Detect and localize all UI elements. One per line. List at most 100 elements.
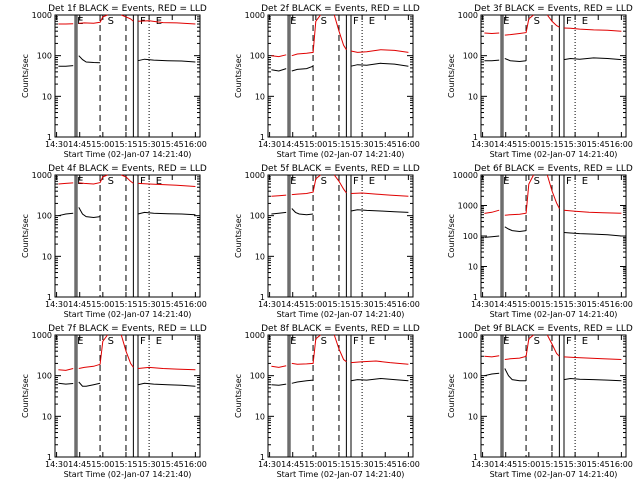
series-lld-line <box>333 14 347 50</box>
x-axis-label: Start Time (02-Jan-07 14:21:40) <box>490 310 618 319</box>
x-tick-label: 14:45 <box>68 300 91 309</box>
x-tick-label: 15:45 <box>161 300 184 309</box>
x-axis-label: Start Time (02-Jan-07 14:21:40) <box>277 310 405 319</box>
x-tick-label: 15:45 <box>374 140 397 149</box>
y-tick-label: 100 <box>250 212 265 221</box>
x-tick-label: 15:15 <box>114 460 137 469</box>
plot-frame <box>480 14 627 138</box>
y-tick-label: 100 <box>463 52 478 61</box>
marker-label: F <box>353 336 359 347</box>
y-tick-label: 100 <box>37 52 52 61</box>
y-axis-label: Counts/sec <box>21 214 30 258</box>
x-tick-label: 15:45 <box>161 140 184 149</box>
x-tick-label: 15:15 <box>327 140 350 149</box>
series-events-line <box>291 65 314 72</box>
series-lld-line <box>333 174 347 194</box>
series-events-line <box>563 377 622 382</box>
series-lld-line <box>350 192 409 197</box>
x-tick-label: 15:45 <box>374 460 397 469</box>
panel-title: Det 2f BLACK = Events, RED = LLD <box>261 4 420 14</box>
series-lld-line <box>484 32 500 35</box>
panel-title: Det 1f BLACK = Events, RED = LLD <box>48 4 207 14</box>
y-tick-label: 1000 <box>245 11 265 20</box>
marker-label: E <box>290 336 296 347</box>
x-tick-label: 16:00 <box>610 300 633 309</box>
x-tick-label: 15:30 <box>351 460 374 469</box>
y-tick-label: 1 <box>473 453 478 462</box>
panel-det-8: Det 8f BLACK = Events, RED = LLD 1 10 100 10… <box>234 324 420 479</box>
x-tick-label: 14:45 <box>281 460 304 469</box>
y-tick-label: 1 <box>260 133 265 142</box>
y-tick-label: 100 <box>37 372 52 381</box>
y-tick-label: 1000 <box>458 202 478 211</box>
series-events-line <box>484 59 500 62</box>
x-tick-label: 16:00 <box>397 460 420 469</box>
series-events-line <box>504 58 527 63</box>
marker-label: E <box>77 16 83 27</box>
y-tick-label: 1000 <box>32 11 52 20</box>
x-tick-label: 15:00 <box>304 460 327 469</box>
series-events-line <box>291 208 314 216</box>
marker-label: E <box>369 336 375 347</box>
series-lld-line <box>484 355 500 358</box>
marker-label: E <box>156 336 162 347</box>
marker-label: E <box>156 16 162 27</box>
x-tick-label: 15:00 <box>304 140 327 149</box>
series-lld-line <box>271 194 287 197</box>
panel-det-3: Det 3f BLACK = Events, RED = LLD 1 10 100 10… <box>447 4 633 159</box>
marker-label: S <box>534 16 540 27</box>
series-events-line <box>137 211 196 216</box>
x-tick-label: 16:00 <box>184 140 207 149</box>
marker-label: E <box>503 176 509 187</box>
x-tick-label: 14:30 <box>45 300 68 309</box>
series-lld-line <box>58 182 74 185</box>
x-tick-label: 15:00 <box>91 460 114 469</box>
x-tick-label: 15:30 <box>138 300 161 309</box>
marker-label: F <box>353 176 359 187</box>
marker-label: E <box>156 176 162 187</box>
series-events-line <box>271 211 287 215</box>
series-events-line <box>137 382 196 387</box>
x-tick-label: 15:30 <box>351 140 374 149</box>
series-events-line <box>291 379 314 384</box>
x-tick-label: 14:45 <box>68 140 91 149</box>
series-lld-line <box>333 334 347 363</box>
panel-det-6: Det 6f BLACK = Events, RED = LLD 1 10 100 10… <box>447 164 633 319</box>
x-tick-label: 14:45 <box>281 140 304 149</box>
x-tick-label: 14:45 <box>281 300 304 309</box>
series-events-line <box>137 58 196 63</box>
series-events-line <box>504 368 527 382</box>
marker-label: E <box>369 176 375 187</box>
panel-title: Det 5f BLACK = Events, RED = LLD <box>261 164 420 174</box>
marker-label: F <box>566 16 572 27</box>
y-tick-label: 10 <box>255 92 265 101</box>
series-events-line <box>504 226 527 233</box>
marker-label: E <box>290 16 296 27</box>
panel-title: Det 9f BLACK = Events, RED = LLD <box>474 324 633 334</box>
series-events-line <box>563 57 622 61</box>
x-tick-label: 14:30 <box>471 140 494 149</box>
x-tick-label: 15:30 <box>138 460 161 469</box>
x-tick-label: 16:00 <box>184 300 207 309</box>
x-tick-label: 15:15 <box>114 300 137 309</box>
y-tick-label: 1 <box>47 293 52 302</box>
marker-label: E <box>582 176 588 187</box>
y-tick-label: 10 <box>255 412 265 421</box>
series-events-line <box>484 372 500 377</box>
marker-label: E <box>290 176 296 187</box>
x-tick-label: 15:45 <box>587 140 610 149</box>
series-lld-line <box>78 14 108 24</box>
x-tick-label: 16:00 <box>397 300 420 309</box>
series-lld-line <box>504 334 534 360</box>
x-axis-label: Start Time (02-Jan-07 14:21:40) <box>277 150 405 159</box>
x-tick-label: 15:00 <box>517 140 540 149</box>
plot-frame <box>480 334 627 458</box>
y-tick-label: 1 <box>47 453 52 462</box>
marker-label: S <box>321 176 327 187</box>
panel-title: Det 7f BLACK = Events, RED = LLD <box>48 324 207 334</box>
x-tick-label: 16:00 <box>397 140 420 149</box>
y-tick-label: 1000 <box>458 11 478 20</box>
plot-frame <box>267 14 414 138</box>
series-lld-line <box>78 174 108 185</box>
marker-label: E <box>77 336 83 347</box>
